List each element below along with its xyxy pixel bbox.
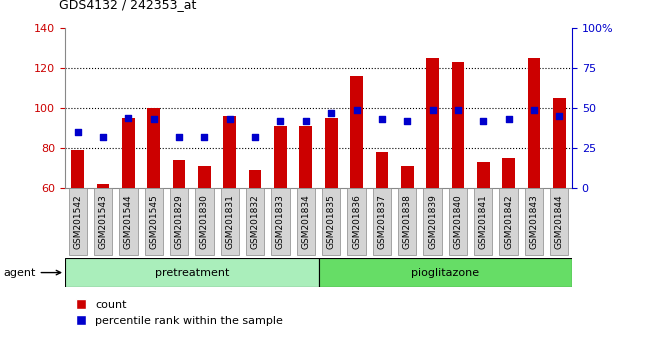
Text: GSM201842: GSM201842 [504,194,513,249]
Point [529,107,539,113]
FancyBboxPatch shape [525,188,543,255]
Bar [300,126,312,188]
Bar [553,98,566,188]
Bar [325,118,337,188]
Bar [72,150,84,188]
Bar [122,118,135,188]
FancyBboxPatch shape [220,188,239,255]
Point [225,116,235,122]
Point [300,118,311,124]
FancyBboxPatch shape [296,188,315,255]
FancyBboxPatch shape [271,188,290,255]
FancyBboxPatch shape [423,188,442,255]
Text: GSM201844: GSM201844 [555,194,564,249]
Bar [249,170,261,188]
Bar [528,58,540,188]
Text: GSM201832: GSM201832 [251,194,259,249]
FancyBboxPatch shape [94,188,112,255]
Point [326,110,337,116]
FancyBboxPatch shape [322,188,341,255]
Bar [477,162,489,188]
FancyBboxPatch shape [372,188,391,255]
Point [174,134,185,139]
Bar [502,158,515,188]
Point [428,107,438,113]
Bar [148,108,160,188]
Point [554,113,564,119]
Text: pioglitazone: pioglitazone [411,268,479,278]
FancyBboxPatch shape [347,188,366,255]
Text: GSM201543: GSM201543 [99,194,107,249]
FancyBboxPatch shape [119,188,138,255]
Bar [224,116,236,188]
Point [72,129,83,135]
Point [199,134,209,139]
Bar [274,126,287,188]
Bar [173,160,185,188]
Text: GSM201838: GSM201838 [403,194,411,249]
Point [478,118,489,124]
Text: GSM201837: GSM201837 [378,194,386,249]
Bar [401,166,413,188]
FancyBboxPatch shape [195,188,214,255]
Point [276,118,286,124]
Point [124,115,134,120]
Point [504,116,514,122]
Text: GSM201831: GSM201831 [226,194,234,249]
Point [402,118,413,124]
Point [250,134,260,139]
Text: GSM201544: GSM201544 [124,194,133,249]
Text: agent: agent [3,268,60,278]
Text: GSM201829: GSM201829 [175,194,183,249]
Point [452,107,463,113]
Bar [426,58,439,188]
Text: GSM201843: GSM201843 [530,194,538,249]
Bar [97,184,109,188]
Bar [376,152,388,188]
Point [149,116,159,122]
FancyBboxPatch shape [550,188,569,255]
Point [377,116,387,122]
FancyBboxPatch shape [398,188,417,255]
Text: GDS4132 / 242353_at: GDS4132 / 242353_at [58,0,196,11]
Text: GSM201833: GSM201833 [276,194,285,249]
FancyBboxPatch shape [318,258,572,287]
Text: GSM201545: GSM201545 [150,194,158,249]
Text: GSM201835: GSM201835 [327,194,335,249]
FancyBboxPatch shape [65,258,318,287]
Bar [198,166,211,188]
Text: GSM201542: GSM201542 [73,194,82,249]
FancyBboxPatch shape [144,188,163,255]
Point [98,134,108,139]
Text: GSM201836: GSM201836 [352,194,361,249]
FancyBboxPatch shape [170,188,188,255]
FancyBboxPatch shape [246,188,265,255]
Text: GSM201830: GSM201830 [200,194,209,249]
FancyBboxPatch shape [68,188,87,255]
FancyBboxPatch shape [474,188,493,255]
Bar [452,62,464,188]
FancyBboxPatch shape [448,188,467,255]
Text: GSM201841: GSM201841 [479,194,488,249]
Text: GSM201834: GSM201834 [302,194,310,249]
Text: GSM201840: GSM201840 [454,194,462,249]
Point [352,107,362,113]
Text: GSM201839: GSM201839 [428,194,437,249]
FancyBboxPatch shape [499,188,518,255]
Legend: count, percentile rank within the sample: count, percentile rank within the sample [71,296,287,330]
Text: pretreatment: pretreatment [155,268,229,278]
Bar [350,76,363,188]
